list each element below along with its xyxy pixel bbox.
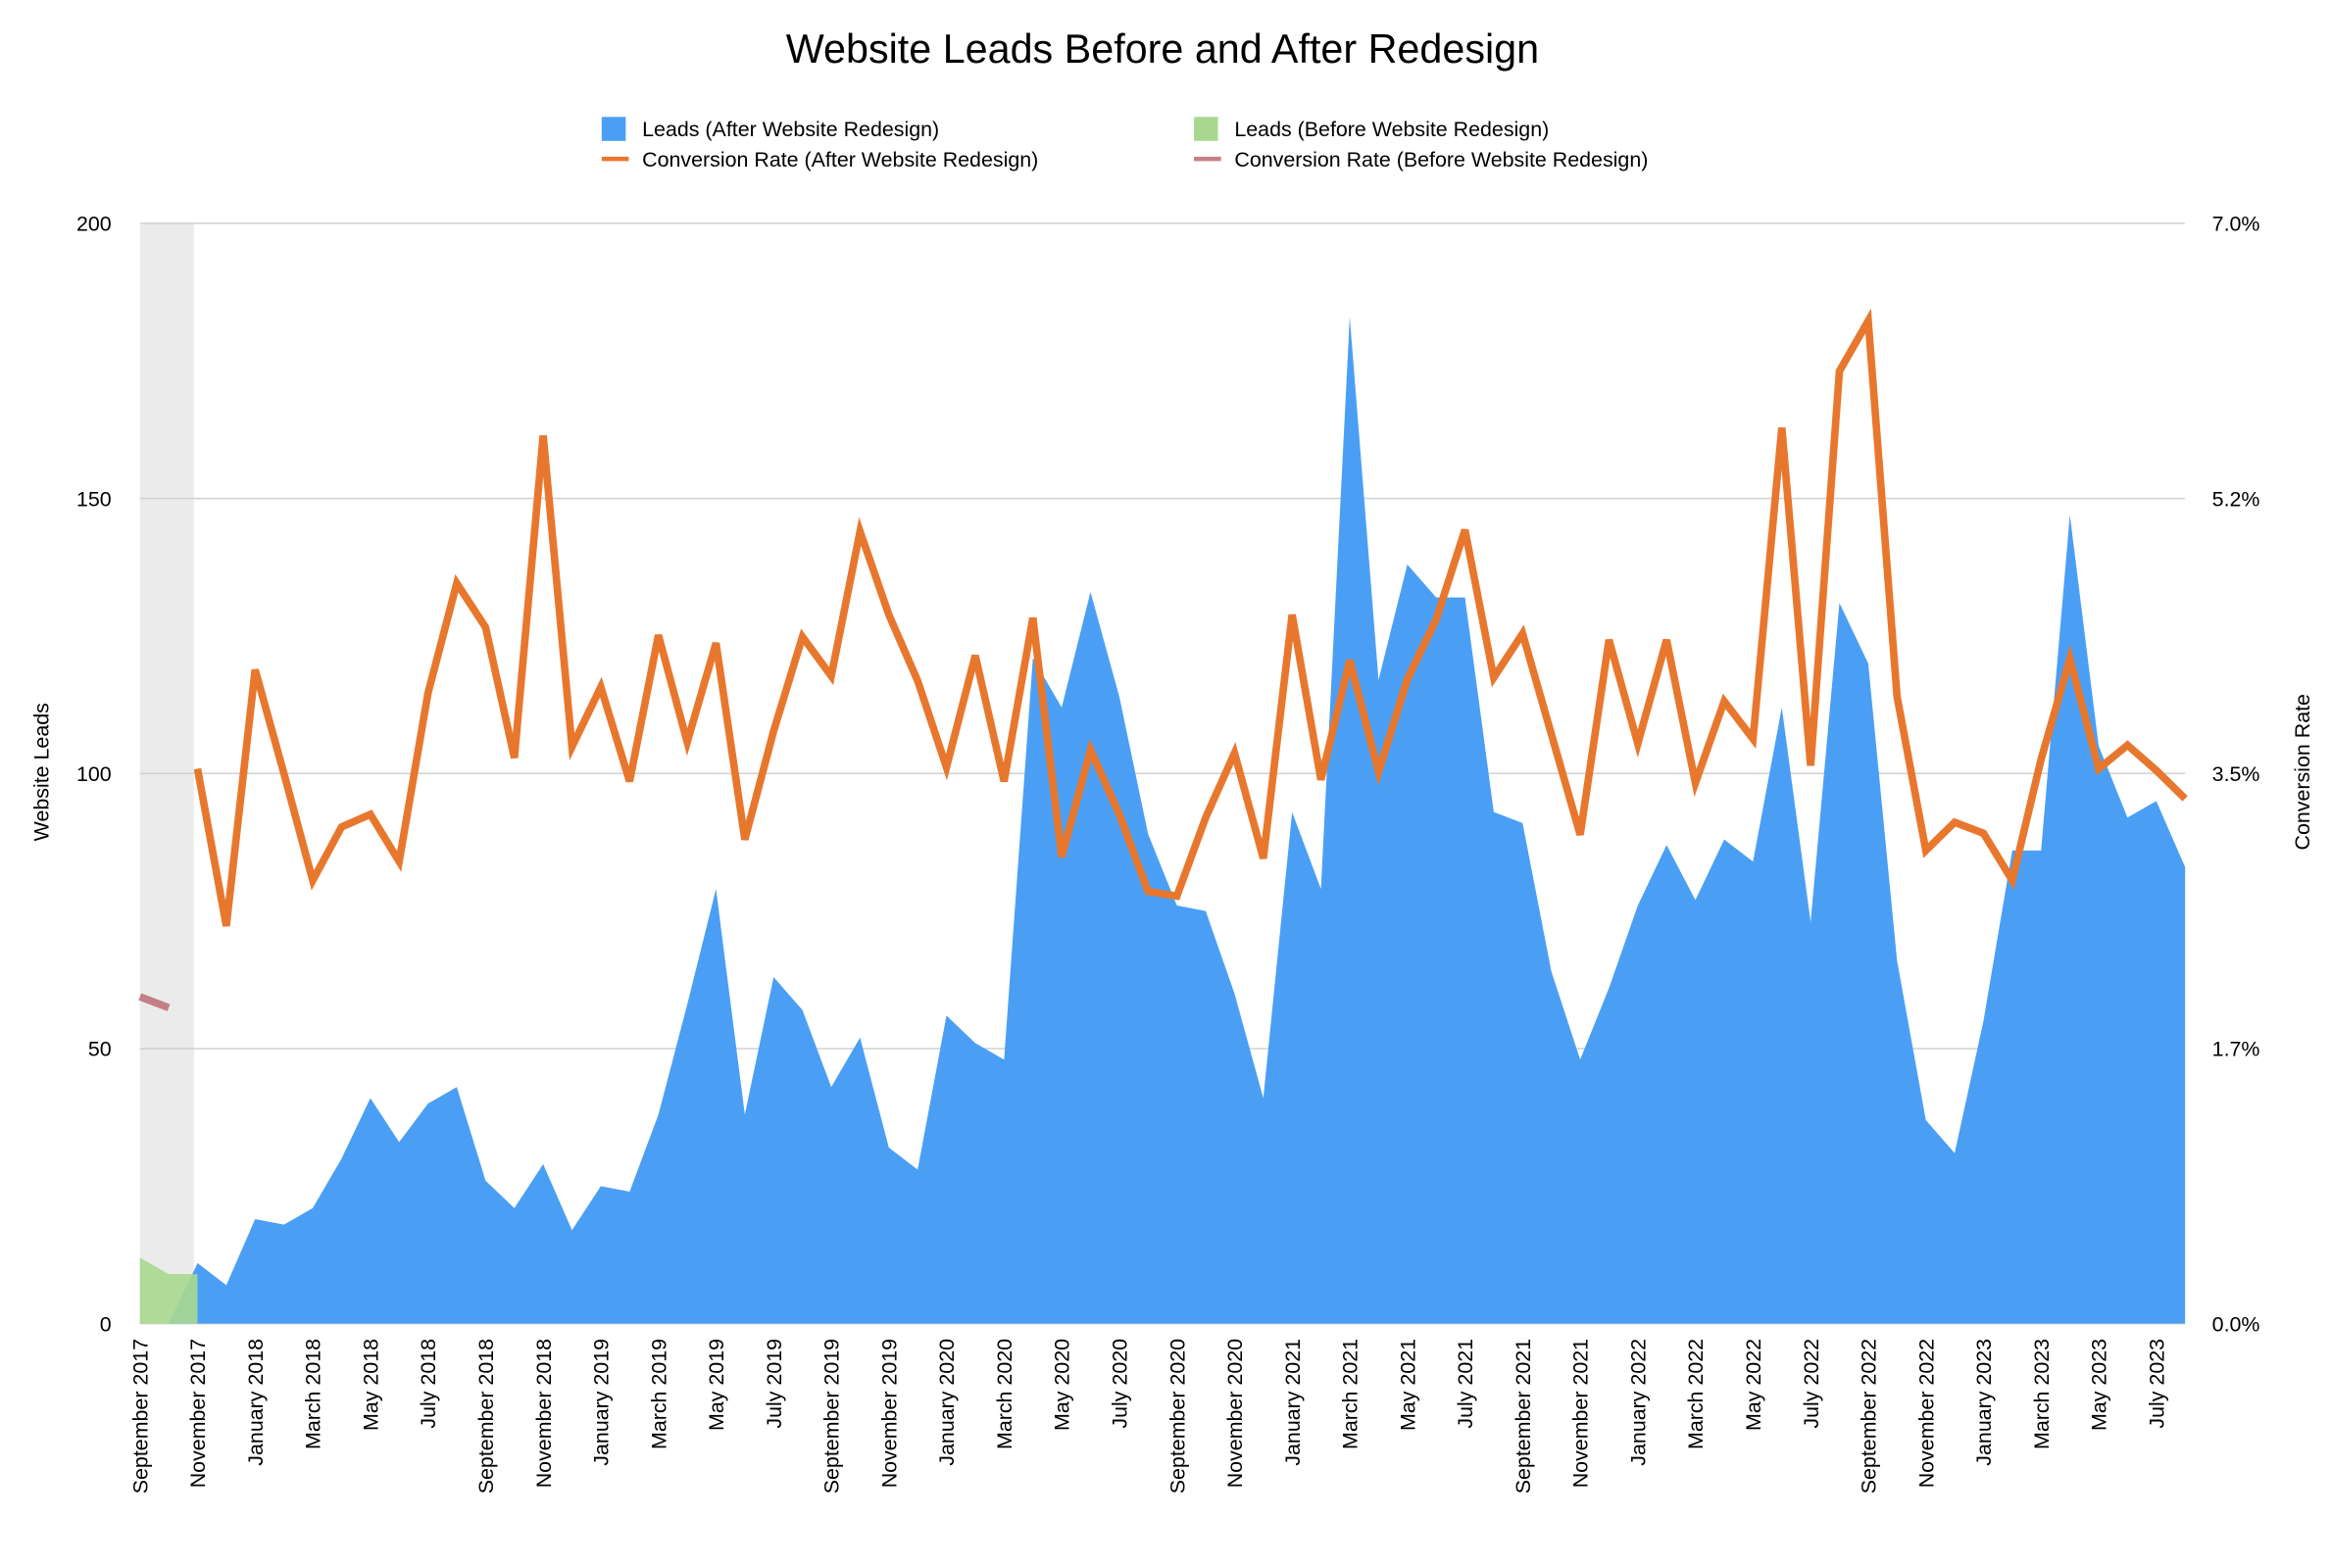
x-tick-label: September 2018 (474, 1339, 498, 1494)
chart-title: Website Leads Before and After Redesign (786, 26, 1539, 72)
x-tick-label: November 2021 (1569, 1339, 1593, 1488)
y-tick-label: 100 (76, 762, 112, 786)
x-tick-label: May 2019 (705, 1339, 728, 1431)
x-tick-label: May 2023 (2088, 1339, 2111, 1431)
x-tick-label: July 2018 (417, 1339, 440, 1429)
x-tick-label: January 2022 (1626, 1339, 1650, 1466)
x-tick-label: May 2021 (1396, 1339, 1419, 1431)
legend-swatch (1194, 117, 1218, 141)
x-tick-label: March 2022 (1684, 1339, 1708, 1449)
x-tick-label: March 2019 (647, 1339, 670, 1449)
y-tick-label: 200 (76, 213, 112, 236)
y2-tick-label: 3.5% (2212, 762, 2260, 786)
legend-label: Leads (After Website Redesign) (642, 118, 939, 141)
x-tick-label: July 2023 (2145, 1339, 2168, 1429)
y2-tick-label: 7.0% (2212, 213, 2260, 236)
x-tick-label: January 2020 (935, 1339, 959, 1466)
x-tick-label: September 2017 (128, 1339, 152, 1494)
legend-label: Leads (Before Website Redesign) (1234, 118, 1549, 141)
y2-tick-label: 0.0% (2212, 1312, 2260, 1336)
x-tick-label: July 2020 (1109, 1339, 1132, 1429)
x-tick-label: November 2018 (532, 1339, 556, 1488)
y-axis-label: Website Leads (29, 703, 53, 841)
x-tick-label: November 2019 (877, 1339, 901, 1488)
y-tick-label: 50 (88, 1038, 112, 1061)
x-tick-label: May 2020 (1051, 1339, 1074, 1431)
x-tick-label: January 2021 (1281, 1339, 1305, 1466)
y-tick-label: 150 (76, 487, 112, 511)
area (139, 1257, 198, 1324)
x-tick-label: July 2019 (763, 1339, 786, 1429)
legend-swatch (601, 117, 626, 141)
area (169, 317, 2186, 1324)
legend-label: Conversion Rate (After Website Redesign) (642, 148, 1038, 172)
legend-label: Conversion Rate (Before Website Redesign… (1234, 148, 1648, 172)
x-tick-label: September 2019 (820, 1339, 844, 1494)
line (138, 993, 171, 1011)
x-tick-label: January 2023 (1972, 1339, 1996, 1466)
x-tick-label: March 2021 (1339, 1339, 1363, 1449)
x-tick-label: March 2018 (302, 1339, 325, 1449)
line (193, 308, 2188, 927)
x-tick-label: July 2021 (1454, 1339, 1477, 1429)
x-tick-label: May 2022 (1742, 1339, 1765, 1431)
x-tick-label: January 2018 (244, 1339, 268, 1466)
x-tick-label: March 2020 (993, 1339, 1017, 1449)
x-tick-label: May 2018 (359, 1339, 382, 1431)
y2-tick-label: 5.2% (2212, 487, 2260, 511)
y2-tick-label: 1.7% (2212, 1038, 2260, 1061)
x-tick-label: July 2022 (1800, 1339, 1823, 1429)
x-tick-label: September 2022 (1858, 1339, 1881, 1494)
x-tick-label: November 2017 (186, 1339, 210, 1488)
x-tick-label: November 2022 (1914, 1339, 1938, 1488)
y2-axis-label: Conversion Rate (2291, 694, 2314, 850)
x-tick-label: January 2019 (590, 1339, 614, 1466)
x-tick-label: November 2020 (1223, 1339, 1247, 1488)
x-tick-label: September 2021 (1512, 1339, 1535, 1494)
x-tick-label: September 2020 (1166, 1339, 1189, 1494)
y-tick-label: 0 (100, 1312, 112, 1336)
x-tick-label: March 2023 (2030, 1339, 2054, 1449)
